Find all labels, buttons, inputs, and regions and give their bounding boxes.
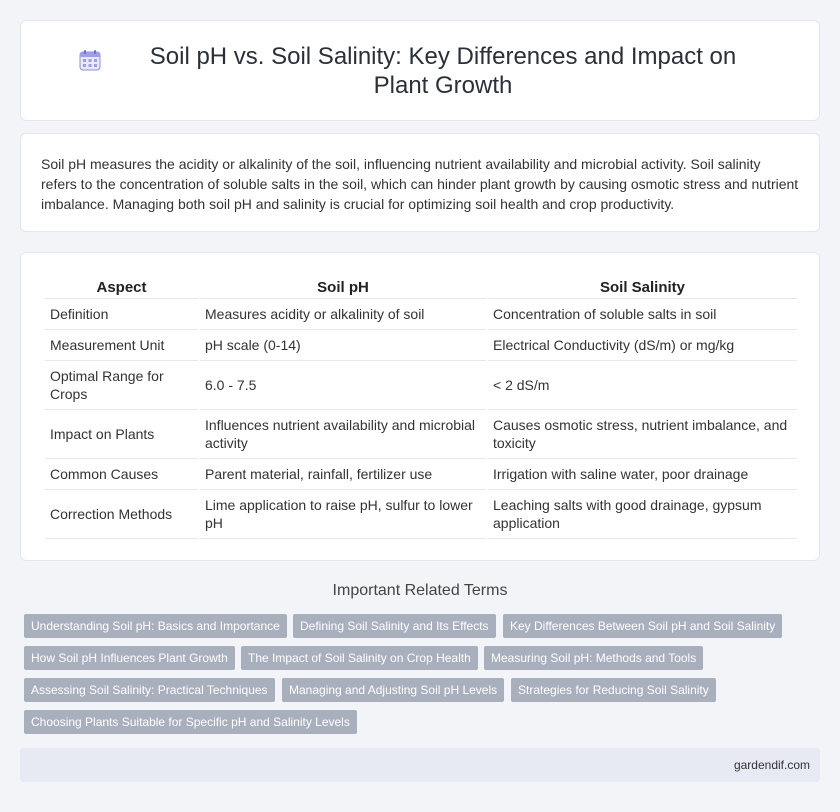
table-row: Definition Measures acidity or alkalinit… (45, 299, 797, 330)
table-row: Measurement Unit pH scale (0-14) Electri… (45, 330, 797, 361)
column-header-aspect: Aspect (45, 275, 198, 299)
cell-soil-salinity: < 2 dS/m (488, 361, 797, 410)
table-row: Common Causes Parent material, rainfall,… (45, 459, 797, 490)
comparison-card: Aspect Soil pH Soil Salinity Definition … (20, 252, 820, 561)
page-title: Soil pH vs. Soil Salinity: Key Differenc… (149, 42, 737, 99)
cell-soil-ph: Influences nutrient availability and mic… (200, 410, 486, 459)
intro-text: Soil pH measures the acidity or alkalini… (41, 156, 799, 212)
cell-soil-ph: Measures acidity or alkalinity of soil (200, 299, 486, 330)
title-card: Soil pH vs. Soil Salinity: Key Differenc… (20, 20, 820, 121)
related-term-tag[interactable]: Defining Soil Salinity and Its Effects (293, 614, 496, 638)
related-term-tag[interactable]: Strategies for Reducing Soil Salinity (511, 678, 716, 702)
related-term-tag[interactable]: The Impact of Soil Salinity on Crop Heal… (241, 646, 478, 670)
intro-card: Soil pH measures the acidity or alkalini… (20, 133, 820, 232)
cell-aspect: Correction Methods (45, 490, 198, 539)
cell-soil-salinity: Concentration of soluble salts in soil (488, 299, 797, 330)
table-row: Optimal Range for Crops 6.0 - 7.5 < 2 dS… (45, 361, 797, 410)
table-row: Impact on Plants Influences nutrient ava… (45, 410, 797, 459)
related-terms-heading: Important Related Terms (332, 582, 508, 599)
footer: gardendif.com (20, 748, 820, 782)
table-header-row: Aspect Soil pH Soil Salinity (45, 275, 797, 299)
related-term-tag[interactable]: Measuring Soil pH: Methods and Tools (484, 646, 704, 670)
cell-soil-ph: Lime application to raise pH, sulfur to … (200, 490, 486, 539)
cell-soil-salinity: Causes osmotic stress, nutrient imbalanc… (488, 410, 797, 459)
comparison-table: Aspect Soil pH Soil Salinity Definition … (43, 275, 799, 539)
table-row: Correction Methods Lime application to r… (45, 490, 797, 539)
calendar-icon (79, 50, 101, 71)
related-term-tag[interactable]: Managing and Adjusting Soil pH Levels (282, 678, 505, 702)
column-header-soil-ph: Soil pH (200, 275, 486, 299)
cell-aspect: Optimal Range for Crops (45, 361, 198, 410)
cell-soil-ph: 6.0 - 7.5 (200, 361, 486, 410)
cell-soil-ph: Parent material, rainfall, fertilizer us… (200, 459, 486, 490)
cell-aspect: Measurement Unit (45, 330, 198, 361)
related-term-tag[interactable]: Key Differences Between Soil pH and Soil… (503, 614, 783, 638)
cell-soil-salinity: Electrical Conductivity (dS/m) or mg/kg (488, 330, 797, 361)
cell-aspect: Impact on Plants (45, 410, 198, 459)
column-header-soil-salinity: Soil Salinity (488, 275, 797, 299)
related-term-tag[interactable]: Assessing Soil Salinity: Practical Techn… (24, 678, 275, 702)
related-term-tag[interactable]: Choosing Plants Suitable for Specific pH… (24, 710, 357, 734)
footer-site-link[interactable]: gardendif.com (733, 758, 810, 772)
cell-soil-ph: pH scale (0-14) (200, 330, 486, 361)
cell-aspect: Definition (45, 299, 198, 330)
related-term-tag[interactable]: Understanding Soil pH: Basics and Import… (24, 614, 287, 638)
related-term-tag[interactable]: How Soil pH Influences Plant Growth (24, 646, 235, 670)
cell-soil-salinity: Leaching salts with good drainage, gypsu… (488, 490, 797, 539)
cell-aspect: Common Causes (45, 459, 198, 490)
cell-soil-salinity: Irrigation with saline water, poor drain… (488, 459, 797, 490)
